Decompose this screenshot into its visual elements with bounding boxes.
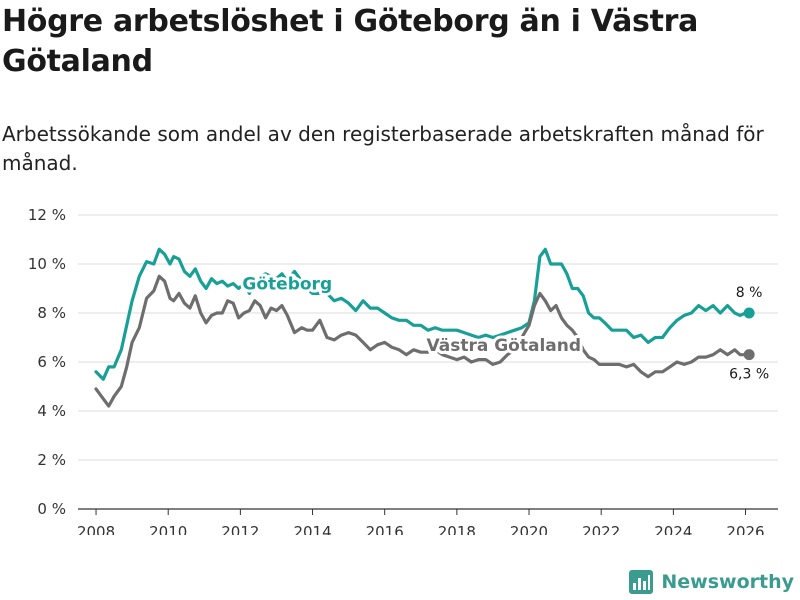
x-tick-label: 2024: [654, 523, 692, 535]
y-tick-label: 2 %: [37, 451, 66, 469]
x-tick-label: 2008: [77, 523, 115, 535]
chart-subtitle: Arbetssökande som andel av den registerb…: [2, 122, 764, 175]
x-tick-label: 2022: [582, 523, 620, 535]
y-tick-label: 6 %: [37, 353, 66, 371]
x-tick-label: 2016: [366, 523, 404, 535]
y-tick-label: 12 %: [28, 206, 66, 224]
y-tick-label: 10 %: [28, 255, 66, 273]
x-tick-label: 2018: [438, 523, 476, 535]
x-tick-label: 2020: [510, 523, 548, 535]
line-chart: 0 % 2 % 4 % 6 % 8 % 10 % 12 % 2008 2010 2012 2014 2…: [28, 206, 778, 535]
end-point-vastra-gotaland: [743, 349, 755, 361]
x-tick-label: 2026: [726, 523, 764, 535]
x-tick-label: 2014: [293, 523, 331, 535]
newsworthy-logo-icon: [629, 570, 654, 594]
y-tick-label: 0 %: [37, 500, 66, 518]
y-tick-label: 8 %: [37, 304, 66, 322]
end-label-goteborg: 8 %: [736, 285, 763, 301]
y-tick-label: 4 %: [37, 402, 66, 420]
chart-title: Högre arbetslöshet i Göteborg än i Västr…: [2, 4, 699, 79]
series-label-vastra-gotaland: Västra Götaland: [427, 336, 582, 356]
brand-name: Newsworthy: [661, 571, 794, 593]
brand-logo: Newsworthy: [629, 570, 794, 594]
series-line-goteborg: [94, 247, 751, 381]
end-label-vastra-gotaland: 6,3 %: [729, 367, 769, 383]
x-tick-label: 2010: [149, 523, 187, 535]
x-tick-label: 2012: [221, 523, 259, 535]
series-line-vastra-gotaland: [94, 274, 751, 408]
end-point-goteborg: [743, 307, 755, 319]
series-label-goteborg: Göteborg: [242, 275, 332, 295]
